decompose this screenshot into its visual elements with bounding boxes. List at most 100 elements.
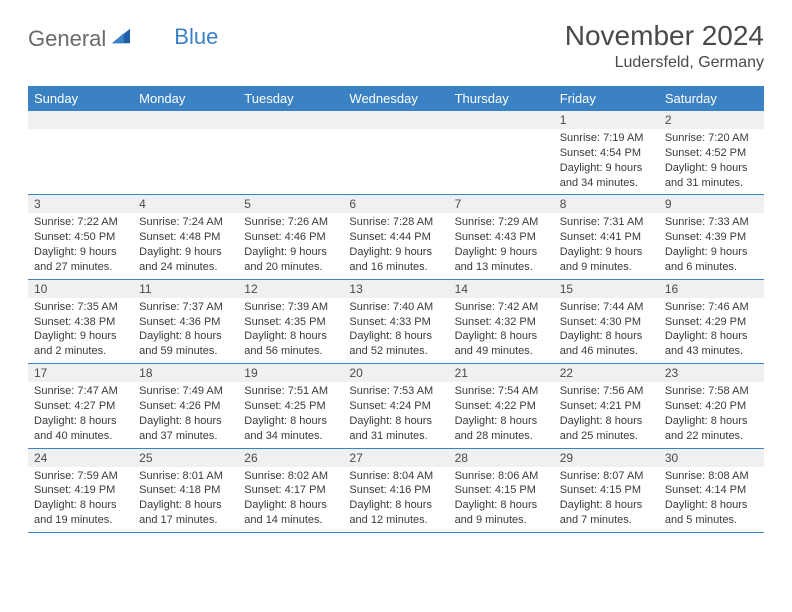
sunrise-line: Sunrise: 7:26 AM: [244, 215, 337, 230]
day-number: 24: [28, 449, 133, 467]
daylight-line: Daylight: 9 hours and 31 minutes.: [665, 161, 758, 191]
day-number: 23: [659, 364, 764, 382]
sunrise-line: Sunrise: 8:06 AM: [455, 469, 548, 484]
logo-text-blue: Blue: [174, 24, 218, 50]
day-number: 12: [238, 280, 343, 298]
sunset-line: Sunset: 4:50 PM: [34, 230, 127, 245]
dow-friday: Friday: [554, 86, 659, 111]
week-row: 24Sunrise: 7:59 AMSunset: 4:19 PMDayligh…: [28, 448, 764, 532]
sunrise-line: Sunrise: 7:19 AM: [560, 131, 653, 146]
sunset-line: Sunset: 4:29 PM: [665, 315, 758, 330]
day-number: 5: [238, 195, 343, 213]
daylight-line: Daylight: 8 hours and 22 minutes.: [665, 414, 758, 444]
daylight-line: Daylight: 8 hours and 31 minutes.: [349, 414, 442, 444]
calendar-body: 1 Sunrise: 7:19 AMSunset: 4:54 PM Daylight…: [28, 111, 764, 532]
sunset-line: Sunset: 4:54 PM: [560, 146, 653, 161]
sunset-line: Sunset: 4:20 PM: [665, 399, 758, 414]
day-number: 18: [133, 364, 238, 382]
day-cell: [343, 111, 448, 195]
dow-tuesday: Tuesday: [238, 86, 343, 111]
daylight-line: Daylight: 8 hours and 59 minutes.: [139, 329, 232, 359]
day-data: Sunrise: 7:42 AMSunset: 4:32 PMDaylight:…: [449, 298, 554, 363]
day-cell: 30Sunrise: 8:08 AMSunset: 4:14 PMDayligh…: [659, 448, 764, 532]
sunset-line: Sunset: 4:33 PM: [349, 315, 442, 330]
dow-wednesday: Wednesday: [343, 86, 448, 111]
title-block: November 2024 Ludersfeld, Germany: [565, 20, 764, 72]
day-cell: 27Sunrise: 8:04 AMSunset: 4:16 PMDayligh…: [343, 448, 448, 532]
day-number: 25: [133, 449, 238, 467]
sunset-line: Sunset: 4:39 PM: [665, 230, 758, 245]
sunrise-line: Sunrise: 7:53 AM: [349, 384, 442, 399]
sunset-line: Sunset: 4:48 PM: [139, 230, 232, 245]
day-number: 8: [554, 195, 659, 213]
day-number: 7: [449, 195, 554, 213]
day-data: Sunrise: 7:46 AMSunset: 4:29 PMDaylight:…: [659, 298, 764, 363]
daylight-line: Daylight: 8 hours and 34 minutes.: [244, 414, 337, 444]
day-number: 15: [554, 280, 659, 298]
sunset-line: Sunset: 4:27 PM: [34, 399, 127, 414]
logo-sail-icon: [110, 27, 132, 50]
month-title: November 2024: [565, 20, 764, 52]
day-data: Sunrise: 7:37 AMSunset: 4:36 PMDaylight:…: [133, 298, 238, 363]
sunset-line: Sunset: 4:36 PM: [139, 315, 232, 330]
day-number: 26: [238, 449, 343, 467]
sunrise-line: Sunrise: 7:22 AM: [34, 215, 127, 230]
day-data: [28, 129, 133, 177]
day-data: Sunrise: 7:47 AMSunset: 4:27 PMDaylight:…: [28, 382, 133, 447]
day-number: [28, 111, 133, 129]
day-cell: [449, 111, 554, 195]
day-cell: 9Sunrise: 7:33 AMSunset: 4:39 PMDaylight…: [659, 195, 764, 279]
day-cell: 1Sunrise: 7:19 AMSunset: 4:54 PMDaylight…: [554, 111, 659, 195]
sunset-line: Sunset: 4:15 PM: [560, 483, 653, 498]
day-data: Sunrise: 7:26 AMSunset: 4:46 PMDaylight:…: [238, 213, 343, 278]
daylight-line: Daylight: 9 hours and 24 minutes.: [139, 245, 232, 275]
day-cell: 20Sunrise: 7:53 AMSunset: 4:24 PMDayligh…: [343, 364, 448, 448]
sunrise-line: Sunrise: 7:33 AM: [665, 215, 758, 230]
day-cell: 4Sunrise: 7:24 AMSunset: 4:48 PMDaylight…: [133, 195, 238, 279]
daylight-line: Daylight: 9 hours and 9 minutes.: [560, 245, 653, 275]
day-number: 1: [554, 111, 659, 129]
daylight-line: Daylight: 9 hours and 16 minutes.: [349, 245, 442, 275]
day-data: [343, 129, 448, 177]
day-data: Sunrise: 8:01 AMSunset: 4:18 PMDaylight:…: [133, 467, 238, 532]
sunrise-line: Sunrise: 7:37 AM: [139, 300, 232, 315]
day-number: 2: [659, 111, 764, 129]
daylight-line: Daylight: 9 hours and 2 minutes.: [34, 329, 127, 359]
day-number: 16: [659, 280, 764, 298]
sunset-line: Sunset: 4:38 PM: [34, 315, 127, 330]
sunrise-line: Sunrise: 7:29 AM: [455, 215, 548, 230]
day-number: 17: [28, 364, 133, 382]
day-number: [449, 111, 554, 129]
sunrise-line: Sunrise: 7:49 AM: [139, 384, 232, 399]
day-number: 10: [28, 280, 133, 298]
day-number: 22: [554, 364, 659, 382]
sunrise-line: Sunrise: 7:56 AM: [560, 384, 653, 399]
day-cell: 16Sunrise: 7:46 AMSunset: 4:29 PMDayligh…: [659, 279, 764, 363]
sunset-line: Sunset: 4:15 PM: [455, 483, 548, 498]
day-data: Sunrise: 8:06 AMSunset: 4:15 PMDaylight:…: [449, 467, 554, 532]
day-data: [133, 129, 238, 177]
day-cell: 3Sunrise: 7:22 AMSunset: 4:50 PMDaylight…: [28, 195, 133, 279]
daylight-line: Daylight: 8 hours and 49 minutes.: [455, 329, 548, 359]
day-data: Sunrise: 8:08 AMSunset: 4:14 PMDaylight:…: [659, 467, 764, 532]
location: Ludersfeld, Germany: [565, 54, 764, 72]
sunrise-line: Sunrise: 8:08 AM: [665, 469, 758, 484]
day-cell: 7Sunrise: 7:29 AMSunset: 4:43 PMDaylight…: [449, 195, 554, 279]
sunset-line: Sunset: 4:22 PM: [455, 399, 548, 414]
day-number: [133, 111, 238, 129]
day-number: 6: [343, 195, 448, 213]
day-number: 19: [238, 364, 343, 382]
day-cell: [238, 111, 343, 195]
sunrise-line: Sunrise: 7:51 AM: [244, 384, 337, 399]
sunrise-line: Sunrise: 8:07 AM: [560, 469, 653, 484]
week-row: 17Sunrise: 7:47 AMSunset: 4:27 PMDayligh…: [28, 364, 764, 448]
daylight-line: Daylight: 8 hours and 7 minutes.: [560, 498, 653, 528]
day-data: Sunrise: 8:07 AMSunset: 4:15 PMDaylight:…: [554, 467, 659, 532]
daylight-line: Daylight: 8 hours and 5 minutes.: [665, 498, 758, 528]
daylight-line: Daylight: 8 hours and 43 minutes.: [665, 329, 758, 359]
daylight-line: Daylight: 9 hours and 20 minutes.: [244, 245, 337, 275]
sunrise-line: Sunrise: 8:04 AM: [349, 469, 442, 484]
day-data: Sunrise: 7:40 AMSunset: 4:33 PMDaylight:…: [343, 298, 448, 363]
day-cell: 22Sunrise: 7:56 AMSunset: 4:21 PMDayligh…: [554, 364, 659, 448]
sunset-line: Sunset: 4:25 PM: [244, 399, 337, 414]
